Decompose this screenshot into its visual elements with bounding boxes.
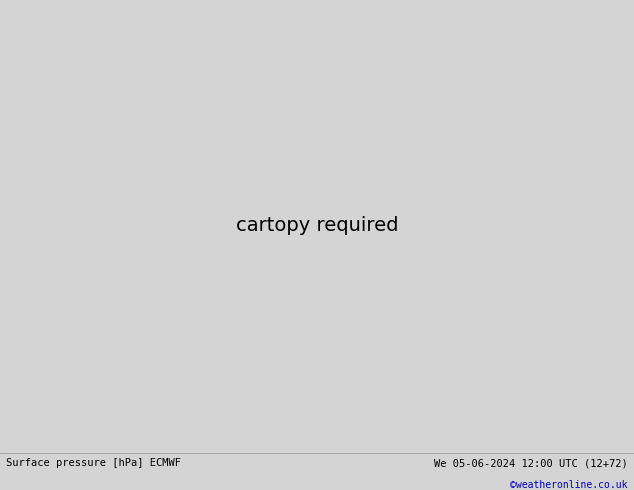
Text: Surface pressure [hPa] ECMWF: Surface pressure [hPa] ECMWF [6,458,181,468]
Text: We 05-06-2024 12:00 UTC (12+72): We 05-06-2024 12:00 UTC (12+72) [434,458,628,468]
Text: ©weatheronline.co.uk: ©weatheronline.co.uk [510,480,628,490]
Text: cartopy required: cartopy required [236,216,398,235]
